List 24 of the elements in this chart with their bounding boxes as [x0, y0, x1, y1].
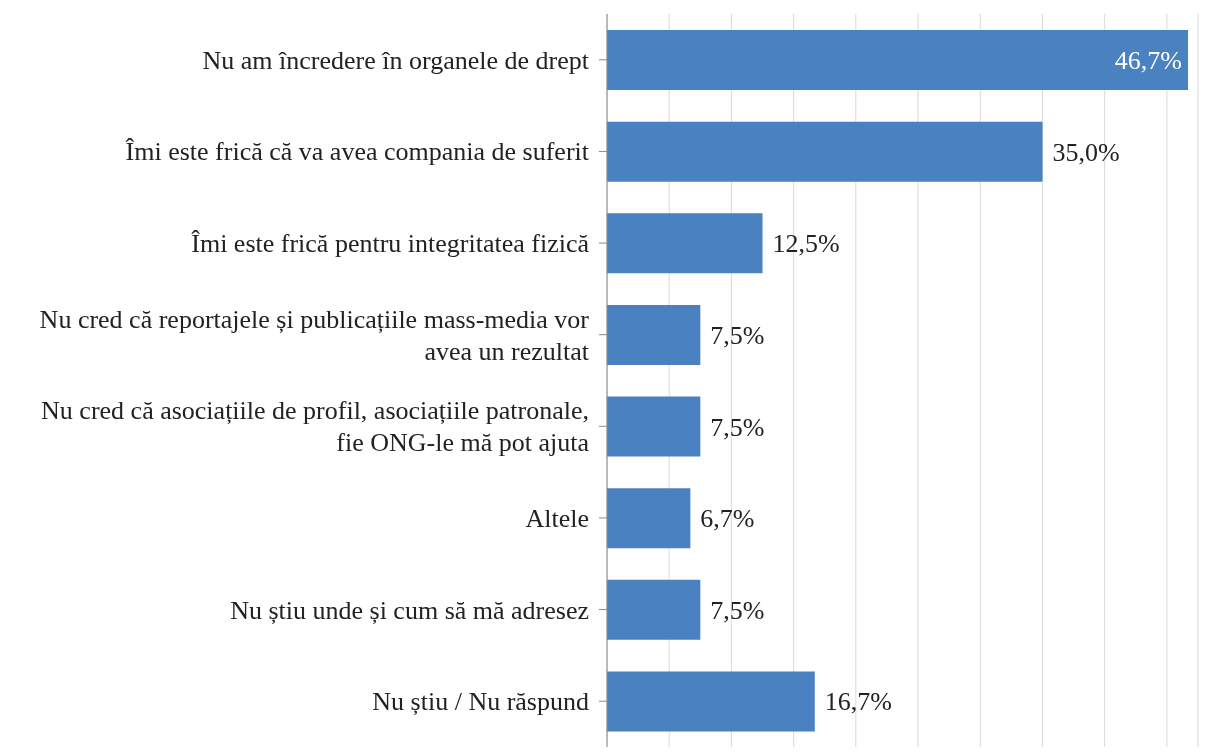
- bar: [607, 671, 815, 732]
- data-label: 7,5%: [710, 320, 765, 350]
- y-tick-label: Nu cred că asociațiile de profil, asociațiile patronale, fie ONG-le mă pot ajuta: [41, 396, 590, 458]
- bar: [607, 30, 1189, 90]
- bar: [607, 121, 1043, 182]
- data-label: 46,7%: [1114, 46, 1183, 75]
- y-tick-label: Îmi este frică că va avea compania de suferit: [125, 137, 590, 167]
- y-tick-label: Nu am încredere în organele de drept: [202, 45, 590, 75]
- data-label: 16,7%: [824, 687, 892, 717]
- y-tick-label: Nu cred că reportajele și publicațiile mass-media vor avea un rezultat: [39, 304, 590, 366]
- bar: [607, 579, 701, 640]
- data-label: 6,7%: [700, 504, 755, 534]
- data-label: 7,5%: [710, 412, 765, 442]
- bar: [607, 213, 763, 274]
- data-label: 12,5%: [772, 229, 840, 259]
- bar: [607, 488, 691, 549]
- data-label: 35,0%: [1052, 137, 1120, 167]
- y-tick-label: Îmi este frică pentru integritatea fizică: [191, 229, 590, 259]
- y-tick-label: Nu știu unde și cum să mă adresez: [230, 595, 589, 625]
- bar: [607, 304, 701, 365]
- y-tick-label: Nu știu / Nu răspund: [372, 687, 589, 717]
- data-label: 7,5%: [710, 595, 765, 625]
- bar: [607, 396, 701, 457]
- y-tick-label: Altele: [525, 503, 589, 533]
